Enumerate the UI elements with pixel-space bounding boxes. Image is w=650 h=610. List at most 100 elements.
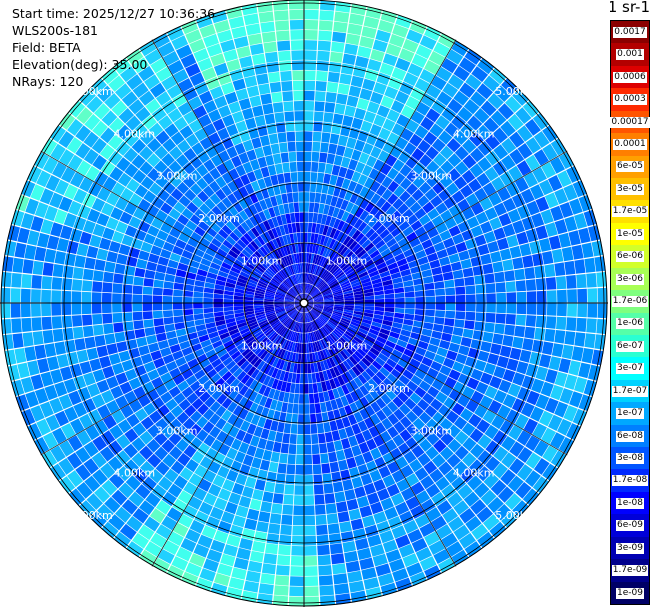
data-cell (458, 345, 470, 356)
data-cell (194, 280, 205, 287)
data-cell (566, 317, 577, 331)
data-cell (292, 286, 299, 295)
data-cell (435, 303, 446, 311)
data-cell (304, 485, 314, 495)
data-cell (228, 577, 245, 590)
data-cell (311, 373, 317, 383)
data-cell (286, 192, 294, 203)
data-cell (485, 134, 501, 150)
data-cell (257, 593, 273, 605)
data-cell (398, 374, 410, 386)
data-cell (198, 90, 213, 105)
data-cell (220, 553, 236, 567)
data-cell (215, 176, 227, 189)
data-cell (154, 271, 166, 281)
data-cell (162, 354, 175, 365)
data-cell (347, 414, 358, 426)
data-cell (245, 570, 261, 583)
data-cell (244, 311, 255, 316)
data-cell (403, 519, 419, 534)
data-cell (424, 316, 435, 324)
data-cell (427, 386, 440, 398)
data-cell (347, 273, 358, 280)
data-cell (448, 342, 460, 353)
data-cell (281, 282, 290, 290)
data-cell (282, 433, 290, 444)
data-cell (248, 204, 258, 216)
data-cell (310, 363, 315, 373)
data-cell (494, 85, 511, 102)
data-cell (185, 562, 202, 577)
data-cell (439, 340, 451, 350)
data-cell (209, 506, 224, 520)
data-cell (218, 366, 229, 377)
data-cell (496, 303, 507, 314)
data-cell (477, 350, 490, 362)
data-cell (267, 229, 275, 240)
data-cell (349, 215, 359, 227)
data-cell (304, 70, 316, 81)
data-cell (246, 281, 257, 288)
data-cell (380, 348, 392, 358)
data-cell (208, 461, 221, 474)
data-cell (366, 438, 377, 451)
data-cell (233, 299, 244, 303)
data-cell (47, 235, 60, 250)
data-cell (138, 198, 151, 212)
data-cell (274, 585, 289, 596)
data-cell (542, 143, 558, 161)
data-cell (43, 432, 58, 450)
data-cell (247, 243, 257, 253)
colorbar-label: 0.0017 (613, 26, 647, 38)
data-cell (328, 279, 338, 287)
data-cell (390, 272, 402, 280)
data-cell (462, 437, 477, 452)
data-cell (379, 62, 395, 76)
data-cell (304, 121, 314, 131)
data-cell (58, 112, 76, 130)
data-cell (208, 242, 219, 253)
data-cell (261, 31, 276, 43)
data-cell (376, 409, 387, 422)
data-cell (165, 234, 178, 245)
data-cell (150, 58, 167, 74)
data-cell (270, 319, 280, 327)
data-cell (60, 225, 73, 240)
data-cell (203, 312, 214, 319)
data-cell (350, 204, 360, 216)
data-cell (400, 269, 411, 277)
data-cell (461, 365, 474, 377)
data-cell (402, 208, 414, 220)
data-cell (311, 309, 320, 316)
data-cell (209, 401, 221, 413)
data-cell (438, 188, 451, 202)
data-cell (489, 217, 502, 230)
data-cell (341, 384, 350, 395)
data-cell (232, 78, 246, 91)
data-cell (316, 234, 323, 245)
data-cell (215, 417, 227, 430)
data-cell (254, 447, 265, 459)
data-cell (97, 85, 114, 102)
colorbar-cell: 1e-07 (611, 402, 649, 426)
data-cell (345, 201, 355, 213)
data-cell (173, 522, 189, 537)
data-cell (403, 72, 419, 87)
data-cell (146, 153, 161, 168)
data-cell (499, 248, 512, 261)
data-cell (326, 226, 333, 237)
data-cell (84, 257, 96, 270)
data-cell (439, 365, 452, 376)
data-cell (367, 217, 378, 228)
data-cell (238, 442, 250, 454)
data-cell (251, 457, 262, 469)
data-cell (571, 244, 584, 260)
data-cell (265, 51, 279, 63)
data-cell (131, 452, 146, 467)
data-cell (330, 196, 338, 207)
data-cell (293, 505, 304, 516)
data-cell (277, 132, 287, 143)
data-cell (297, 333, 301, 343)
data-cell (321, 288, 331, 294)
data-cell (140, 176, 155, 190)
